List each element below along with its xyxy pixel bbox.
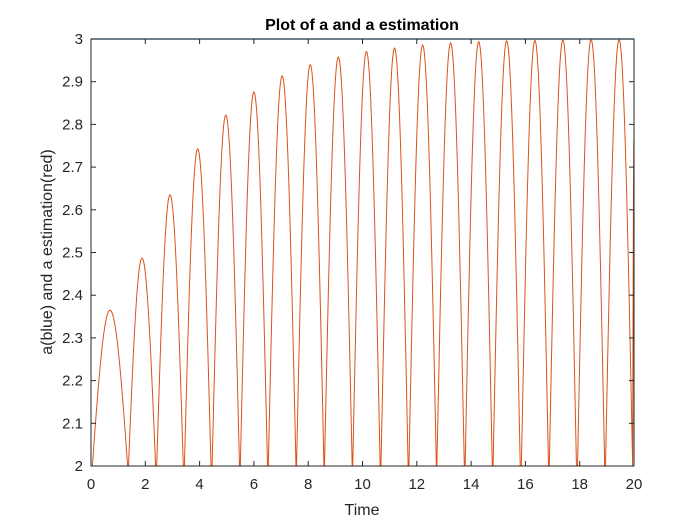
x-tick-label: 14 <box>463 476 480 493</box>
y-tick-label: 2 <box>75 458 83 475</box>
y-tick-label: 2.1 <box>62 415 83 432</box>
y-ticks: 2 2.1 2.2 2.3 2.4 2.5 2.6 2.7 2.8 2.9 3 <box>62 31 634 475</box>
x-tick-label: 10 <box>354 476 371 493</box>
y-tick-label: 2.2 <box>62 373 83 390</box>
y-tick-label: 2.8 <box>62 116 83 133</box>
x-tick-label: 12 <box>408 476 425 493</box>
y-tick-label: 2.7 <box>62 159 83 176</box>
y-tick-label: 2.3 <box>62 330 83 347</box>
y-tick-label: 2.4 <box>62 287 83 304</box>
x-tick-label: 2 <box>141 476 149 493</box>
y-tick-label: 2.5 <box>62 245 83 262</box>
x-tick-label: 8 <box>304 476 312 493</box>
x-tick-label: 20 <box>626 476 643 493</box>
y-axis-label: a(blue) and a estimation(red) <box>39 149 56 354</box>
x-tick-label: 16 <box>517 476 534 493</box>
y-tick-label: 2.6 <box>62 202 83 219</box>
x-ticks: 0 2 4 6 8 10 12 14 16 18 20 <box>87 39 643 493</box>
x-tick-label: 0 <box>87 476 95 493</box>
y-tick-label: 2.9 <box>62 74 83 91</box>
x-tick-label: 6 <box>250 476 258 493</box>
x-tick-label: 4 <box>195 476 203 493</box>
x-axis-label: Time <box>345 502 380 519</box>
series-line-a-estimation <box>91 38 635 467</box>
y-tick-label: 3 <box>75 31 83 48</box>
x-tick-label: 18 <box>571 476 588 493</box>
chart-title: Plot of a and a estimation <box>265 17 459 34</box>
